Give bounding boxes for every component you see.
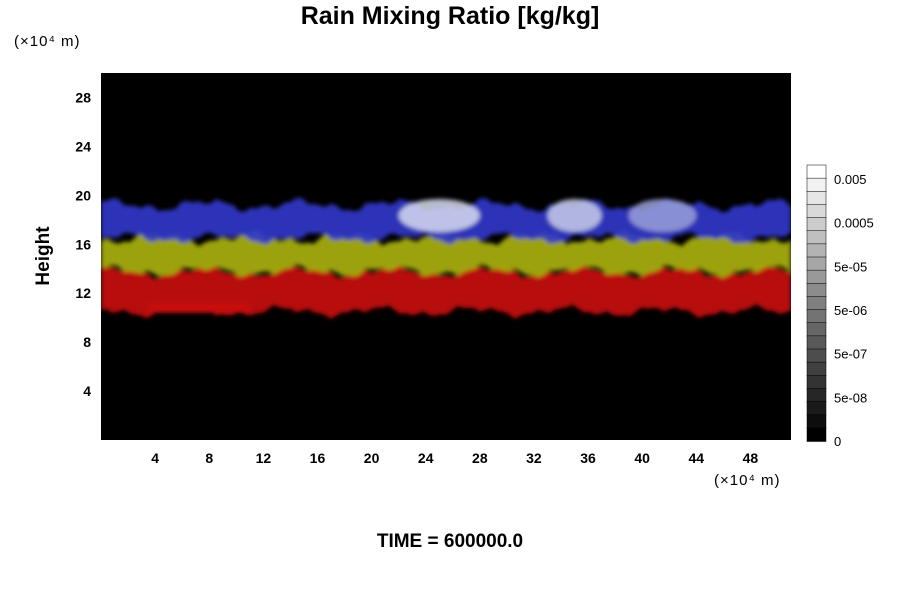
x-tick-label: 4	[151, 450, 159, 466]
x-tick-label: 24	[418, 450, 434, 466]
x-tick-label: 12	[256, 450, 272, 466]
x-tick-label: 40	[634, 450, 650, 466]
colorbar-swatch	[806, 177, 827, 193]
colorbar-tick-label: 0.005	[834, 172, 867, 187]
colorbar-tick-label: 0.0005	[834, 216, 874, 231]
y-tick-label: 28	[75, 89, 91, 105]
colorbar-tick-label: 5e-08	[834, 390, 867, 405]
colorbar-swatch	[806, 401, 827, 416]
colorbar-swatch	[806, 322, 827, 337]
colorbar-swatch	[806, 388, 827, 403]
rain-field	[101, 197, 791, 319]
y-tick-label: 4	[83, 383, 91, 399]
colorbar-swatch	[806, 191, 827, 206]
colorbar: 0.005 0.0005 5e-05 5e-06 5e-07 5e-08 0	[806, 164, 874, 449]
y-tick-label: 16	[75, 236, 91, 252]
colorbar-tick-label: 0	[834, 434, 841, 449]
colorbar-swatch	[806, 204, 827, 219]
colorbar-swatch	[806, 243, 827, 258]
y-tick-label: 8	[83, 334, 91, 350]
colorbar-swatch	[806, 230, 827, 245]
chart-title: Rain Mixing Ratio [kg/kg]	[300, 2, 600, 30]
colorbar-swatch	[806, 414, 827, 429]
colorbar-swatch	[806, 164, 827, 179]
colorbar-swatch	[806, 427, 827, 442]
colorbar-tick-label: 5e-07	[834, 347, 867, 362]
cloud-highlight	[398, 199, 480, 233]
x-tick-label: 44	[689, 450, 705, 466]
x-tick-label: 16	[310, 450, 326, 466]
x-tick-label: 20	[364, 450, 380, 466]
x-tick-label: 28	[472, 450, 488, 466]
x-tick-label: 48	[743, 450, 759, 466]
colorbar-tick-label: 5e-05	[834, 259, 867, 274]
cloud-highlight	[547, 199, 602, 233]
colorbar-swatch	[806, 296, 827, 311]
colorbar-swatch	[806, 375, 827, 390]
time-label: TIME = 600000.0	[376, 531, 524, 552]
colorbar-swatch	[806, 217, 827, 232]
colorbar-swatch	[806, 256, 827, 271]
y-tick-label: 24	[75, 138, 91, 154]
x-axis-unit: (×10⁴ m)	[714, 472, 781, 489]
colorbar-swatch	[806, 361, 827, 377]
y-axis: 4 8 12 16 20 24 28	[75, 89, 91, 399]
colorbar-swatch	[806, 309, 827, 324]
y-tick-label: 12	[75, 285, 91, 301]
colorbar-swatch	[806, 348, 827, 363]
colorbar-swatch	[806, 335, 827, 350]
rain-layer-band	[101, 229, 791, 279]
rain-patch	[148, 302, 250, 313]
x-axis: 4 8 12 16 20 24 28 32 36 40 44 48	[151, 450, 758, 466]
x-tick-label: 8	[205, 450, 213, 466]
x-tick-label: 36	[580, 450, 596, 466]
colorbar-tick-label: 5e-06	[834, 303, 867, 318]
y-tick-label: 20	[75, 187, 91, 203]
rain-layer-band	[101, 263, 791, 319]
y-axis-unit: (×10⁴ m)	[14, 33, 81, 50]
x-tick-label: 32	[526, 450, 542, 466]
colorbar-swatch	[806, 269, 827, 285]
cloud-highlight	[628, 199, 697, 233]
colorbar-swatch	[806, 283, 827, 298]
